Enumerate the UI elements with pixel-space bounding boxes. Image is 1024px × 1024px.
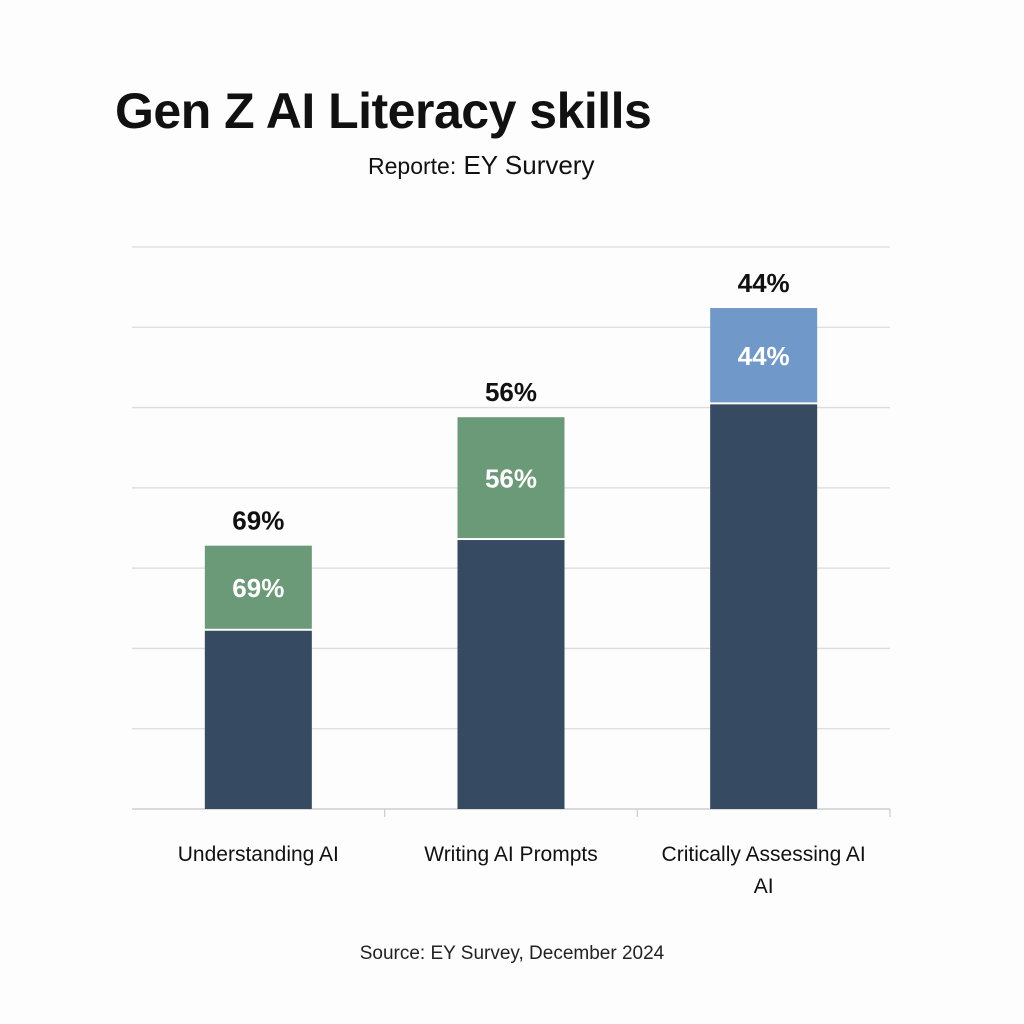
subtitle-text: EY Survery	[463, 150, 595, 180]
chart-subtitle: Reporte: EY Survery	[368, 150, 594, 181]
x-tick-label: Writing AI Prompts	[424, 843, 598, 866]
bar-top-segment	[710, 308, 818, 403]
bar-base-segment	[710, 404, 818, 809]
bar-base-segment	[457, 540, 565, 809]
chart-source: Source: EY Survey, December 2024	[359, 943, 665, 964]
inner-data-label: 69%	[232, 573, 284, 603]
top-data-label: 56%	[485, 377, 537, 407]
top-data-label: 69%	[232, 506, 284, 536]
bar-top-segment	[457, 417, 565, 539]
bar-base-segment	[204, 630, 312, 809]
top-data-label: 44%	[738, 268, 790, 298]
inner-data-label: 44%	[738, 341, 790, 371]
x-tick-label: AI	[754, 875, 774, 898]
subtitle-prefix: Reporte:	[368, 153, 457, 179]
bar-top-segment	[204, 545, 312, 629]
x-tick-label: Understanding AI	[178, 843, 339, 866]
chart-title: Gen Z AI Literacy skills	[115, 83, 652, 139]
x-tick-label: Critically Assessing AI	[662, 843, 866, 866]
inner-data-label: 56%	[485, 464, 537, 494]
